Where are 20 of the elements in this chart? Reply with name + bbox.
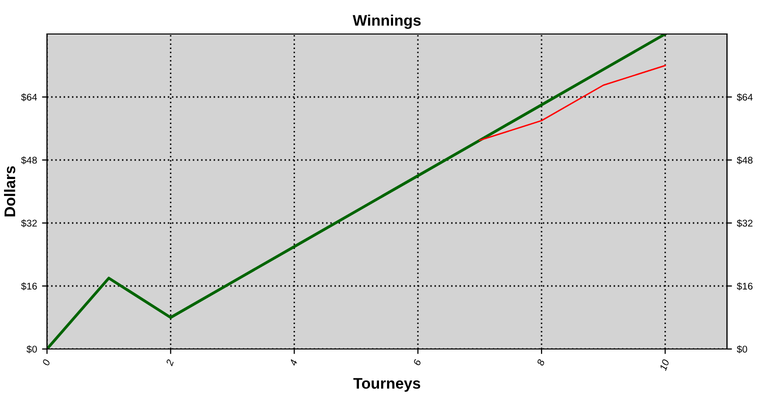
y2-tick-label: $48	[736, 156, 753, 164]
y-tick-label: $16	[21, 282, 37, 290]
x-tick-label: 6	[413, 358, 422, 366]
x-tick-label: 2	[166, 358, 174, 366]
y2-tick-label: $64	[736, 93, 753, 102]
y2-tick-label: $32	[736, 219, 752, 228]
x-tick-label: 10	[659, 358, 670, 372]
y-tick-label: $0	[26, 345, 37, 354]
y-tick-label: $32	[21, 219, 37, 228]
x-tick-label: 8	[536, 358, 545, 366]
y2-tick-label: $0	[736, 345, 748, 354]
x-axis-title: Tourneys	[353, 378, 420, 392]
x-tick-label: 0	[42, 358, 50, 366]
line-series	[479, 64, 666, 142]
y-axis-title: Dollars	[4, 166, 16, 216]
y2-tick-label: $16	[736, 282, 753, 290]
x-tick-label: 4	[289, 359, 298, 366]
chart-title: Winnings	[352, 14, 421, 29]
y-tick-label: $64	[21, 93, 37, 102]
y-tick-label: $48	[21, 156, 37, 164]
